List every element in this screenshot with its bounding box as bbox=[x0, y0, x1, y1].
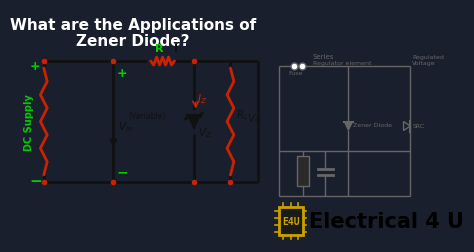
Text: Regulated: Regulated bbox=[412, 55, 444, 60]
Text: $R_L$: $R_L$ bbox=[237, 108, 249, 122]
FancyBboxPatch shape bbox=[279, 207, 302, 235]
Text: (Variable): (Variable) bbox=[128, 111, 166, 120]
Bar bbox=[297, 156, 309, 186]
Text: R: R bbox=[155, 44, 164, 54]
Text: Zener Diode: Zener Diode bbox=[354, 122, 392, 128]
Text: Zener Diode?: Zener Diode? bbox=[76, 34, 190, 49]
Text: +: + bbox=[30, 59, 41, 72]
Text: −: − bbox=[29, 173, 42, 188]
Text: Series: Series bbox=[313, 54, 334, 60]
Text: What are the Applications of: What are the Applications of bbox=[10, 18, 256, 33]
Text: Regulator element: Regulator element bbox=[313, 61, 371, 66]
Text: DC Supply: DC Supply bbox=[24, 94, 34, 150]
Text: $V_{in}$: $V_{in}$ bbox=[118, 120, 133, 134]
Text: +: + bbox=[117, 67, 128, 80]
Polygon shape bbox=[189, 116, 199, 128]
Text: Electrical 4 U: Electrical 4 U bbox=[310, 211, 464, 231]
Text: SRC: SRC bbox=[413, 124, 425, 129]
Text: Voltage: Voltage bbox=[412, 61, 436, 66]
Text: I: I bbox=[174, 44, 178, 54]
Text: E4U: E4U bbox=[282, 216, 300, 226]
Text: Fuse: Fuse bbox=[289, 71, 303, 76]
Text: $I_Z$: $I_Z$ bbox=[197, 92, 208, 106]
Text: −: − bbox=[117, 164, 128, 178]
Text: $V_Z$: $V_Z$ bbox=[198, 126, 212, 140]
Polygon shape bbox=[345, 122, 352, 131]
Text: $V_0$: $V_0$ bbox=[247, 112, 261, 126]
